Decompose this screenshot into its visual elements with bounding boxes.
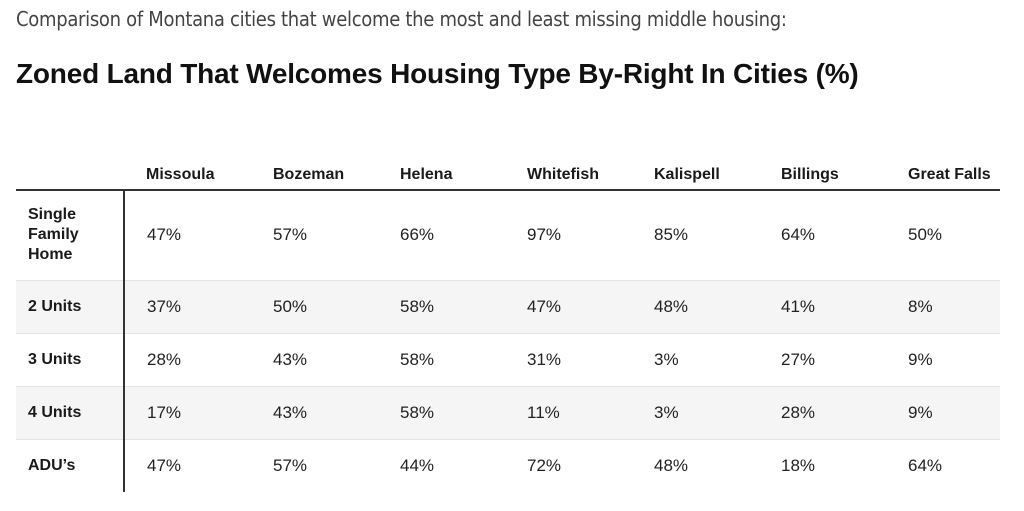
row-header: 3 Units <box>16 333 125 386</box>
chart-subtitle: Comparison of Montana cities that welcom… <box>16 7 787 31</box>
table-row: ADU’s 47% 57% 44% 72% 48% 18% 64% <box>16 439 1000 492</box>
table-cell: 9% <box>908 349 933 369</box>
table-cell: 47% <box>147 455 182 475</box>
table-cell: 3% <box>654 402 679 422</box>
table-cell: 66% <box>400 225 435 245</box>
table-cell: 50% <box>908 225 943 245</box>
table-cell: 8% <box>908 296 933 316</box>
table-cell: 28% <box>147 349 182 369</box>
table-cell: 3% <box>654 349 679 369</box>
table-cell: 57% <box>273 225 308 245</box>
row-header: Single Family Home <box>16 190 125 280</box>
table-cell: 44% <box>400 455 435 475</box>
column-header: Great Falls <box>886 128 1000 191</box>
row-header: 2 Units <box>16 280 125 333</box>
table-cell: 47% <box>527 296 562 316</box>
table-cell: 58% <box>400 349 435 369</box>
table-cell: 97% <box>527 225 562 245</box>
table-cell: 41% <box>781 296 816 316</box>
table-cell: 17% <box>147 402 182 422</box>
table-cell: 48% <box>654 296 689 316</box>
table-row: 3 Units 28% 43% 58% 31% 3% 27% 9% <box>16 333 1000 386</box>
column-header: Missoula <box>124 128 251 191</box>
table-row: 2 Units 37% 50% 58% 47% 48% 41% 8% <box>16 280 1000 333</box>
table-row: Single Family Home 47% 57% 66% 97% 85% 6… <box>16 190 1000 280</box>
table-cell: 50% <box>273 296 308 316</box>
header-row: Missoula Bozeman Helena Whitefish Kalisp… <box>16 128 1000 191</box>
column-header: Whitefish <box>505 128 632 191</box>
table-cell: 58% <box>400 402 435 422</box>
housing-table: Missoula Bozeman Helena Whitefish Kalisp… <box>16 128 1000 492</box>
column-header: Billings <box>759 128 886 191</box>
table-cell: 58% <box>400 296 435 316</box>
table-cell: 31% <box>527 349 562 369</box>
column-header: Helena <box>378 128 505 191</box>
table-cell: 43% <box>273 349 308 369</box>
table-cell: 64% <box>908 455 943 475</box>
table-cell: 27% <box>781 349 816 369</box>
table-cell: 72% <box>527 455 562 475</box>
table-cell: 47% <box>147 225 182 245</box>
table-cell: 48% <box>654 455 689 475</box>
row-header: 4 Units <box>16 386 125 439</box>
chart-title: Zoned Land That Welcomes Housing Type By… <box>16 58 859 89</box>
table-cell: 57% <box>273 455 308 475</box>
table-cell: 37% <box>147 296 182 316</box>
column-header: Bozeman <box>251 128 378 191</box>
table-cell: 11% <box>527 402 560 422</box>
table-cell: 85% <box>654 225 689 245</box>
table-cell: 9% <box>908 402 933 422</box>
table-row: 4 Units 17% 43% 58% 11% 3% 28% 9% <box>16 386 1000 439</box>
table-cell: 43% <box>273 402 308 422</box>
column-header: Kalispell <box>632 128 759 191</box>
table-cell: 18% <box>781 455 816 475</box>
table-cell: 28% <box>781 402 816 422</box>
row-header: ADU’s <box>16 439 125 492</box>
table-cell: 64% <box>781 225 816 245</box>
corner-cell <box>16 128 124 191</box>
